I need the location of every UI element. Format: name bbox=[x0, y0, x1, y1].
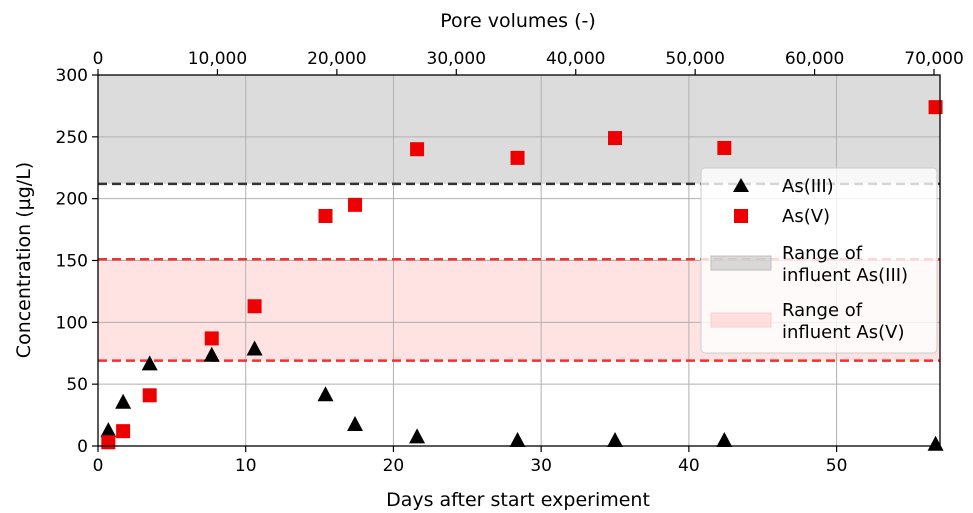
as5-point bbox=[928, 100, 943, 115]
x-tick-label: 30 bbox=[530, 456, 552, 476]
legend-swatch-band-2 bbox=[710, 312, 772, 328]
y-tick-label: 50 bbox=[66, 375, 88, 395]
x2-tick-label: 50,000 bbox=[665, 49, 724, 69]
as5-point bbox=[101, 435, 116, 450]
as5-point bbox=[247, 299, 262, 314]
legend-label: Range of influent As(V) bbox=[782, 300, 904, 343]
legend-box bbox=[700, 167, 938, 354]
x2-tick-label: 0 bbox=[93, 49, 104, 69]
y-tick-label: 200 bbox=[56, 190, 88, 210]
y-tick-label: 0 bbox=[77, 437, 88, 457]
as3-point bbox=[409, 428, 426, 444]
x2-tick-label: 10,000 bbox=[188, 49, 247, 69]
x-tick-label: 40 bbox=[678, 456, 700, 476]
as5-point bbox=[410, 142, 425, 157]
x2-tick-label: 60,000 bbox=[785, 49, 844, 69]
y-tick-label: 300 bbox=[56, 66, 88, 86]
as3-point bbox=[141, 355, 158, 371]
x2-axis-label: Pore volumes (-) bbox=[440, 10, 596, 32]
as3-point bbox=[317, 386, 334, 402]
y-tick-label: 150 bbox=[56, 252, 88, 272]
as5-point bbox=[510, 150, 525, 165]
legend-label-line-1: Range of bbox=[782, 243, 863, 264]
as3-point bbox=[509, 432, 526, 448]
points-layer bbox=[100, 100, 944, 451]
legend-label-line-2: influent As(III) bbox=[782, 265, 908, 286]
as3-point bbox=[716, 432, 733, 448]
as3-point bbox=[100, 422, 117, 438]
as3-point bbox=[115, 393, 132, 409]
x2-tick-label: 30,000 bbox=[427, 49, 486, 69]
as5-point bbox=[608, 131, 623, 146]
y-axis-label: Concentration (µg/L) bbox=[13, 162, 35, 358]
legend-label: Range of influent As(III) bbox=[782, 243, 908, 286]
as5-point bbox=[318, 208, 333, 223]
legend-swatch-band-1 bbox=[710, 255, 772, 271]
x-axis-label: Days after start experiment bbox=[386, 489, 650, 511]
as3-point bbox=[347, 415, 364, 431]
x2-tick-label: 40,000 bbox=[546, 49, 605, 69]
as5-point bbox=[348, 197, 363, 212]
as3-point bbox=[607, 432, 624, 448]
as5-point bbox=[204, 331, 219, 346]
x-tick-label: 20 bbox=[383, 456, 405, 476]
as5-point bbox=[717, 140, 732, 155]
x-tick-label: 50 bbox=[826, 456, 848, 476]
as3-point bbox=[927, 435, 944, 451]
x2-tick-label: 70,000 bbox=[904, 49, 963, 69]
legend-marker-as3 bbox=[733, 178, 749, 192]
x-tick-label: 0 bbox=[93, 456, 104, 476]
legend-label-line-2: influent As(V) bbox=[782, 322, 904, 343]
legend-label-line-1: Range of bbox=[782, 300, 863, 321]
x2-tick-label: 20,000 bbox=[307, 49, 366, 69]
as3-point bbox=[203, 346, 220, 362]
x-tick-label: 10 bbox=[235, 456, 257, 476]
y-tick-label: 250 bbox=[56, 128, 88, 148]
legend-marker-as5 bbox=[734, 209, 748, 223]
legend: As(III)As(V)Range of influent As(III)Rang… bbox=[700, 167, 938, 354]
as3-point bbox=[246, 340, 263, 356]
y-tick-label: 100 bbox=[56, 313, 88, 333]
as5-point bbox=[142, 388, 157, 403]
as5-point bbox=[116, 424, 131, 439]
legend-label: As(V) bbox=[782, 206, 830, 227]
band-area-1 bbox=[98, 75, 940, 184]
legend-label: As(III) bbox=[782, 176, 834, 197]
